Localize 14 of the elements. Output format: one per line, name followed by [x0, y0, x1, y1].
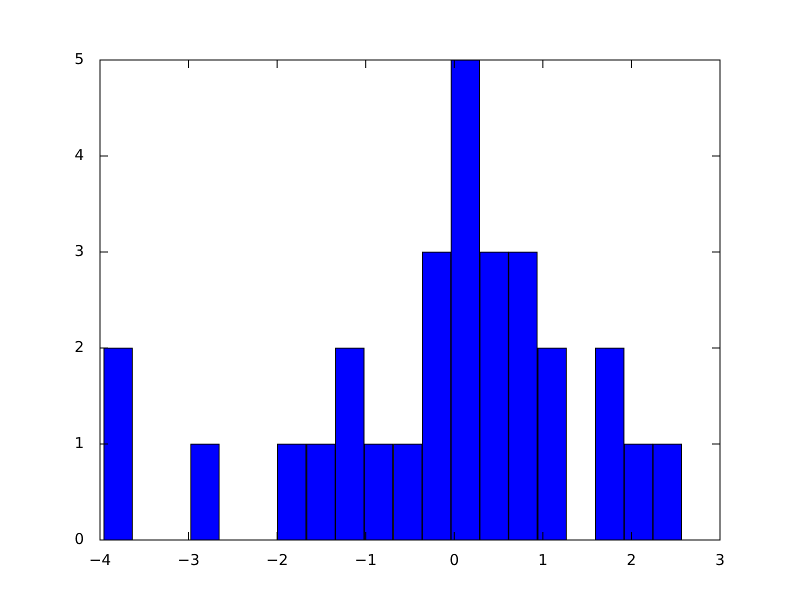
x-tick-label: −4 — [88, 550, 112, 569]
y-tick-label: 2 — [74, 338, 84, 356]
x-tick-label: 2 — [626, 550, 636, 569]
x-tick-label: 0 — [450, 550, 460, 569]
x-tick-label: −1 — [354, 550, 377, 569]
x-tick-label: −3 — [178, 550, 200, 569]
y-tick-label: 4 — [74, 146, 84, 164]
y-tick-label: 1 — [74, 434, 84, 452]
y-tick-label: 5 — [74, 50, 84, 68]
y-tick-label: 0 — [74, 530, 84, 548]
x-tick-label: 3 — [715, 550, 725, 569]
x-tick-label: −2 — [266, 550, 288, 569]
y-tick-label: 3 — [74, 242, 84, 260]
x-tick-label: 1 — [538, 550, 548, 569]
